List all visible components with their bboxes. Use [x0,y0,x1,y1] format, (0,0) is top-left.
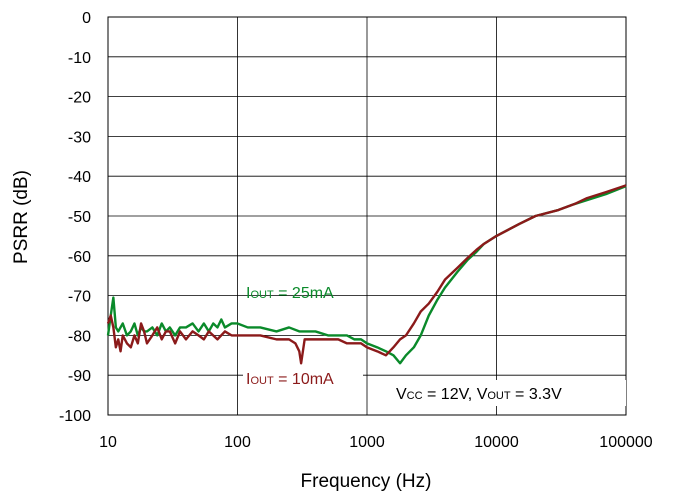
y-tick-label: -100 [59,408,91,425]
y-axis-label: PSRR (dB) [11,170,32,264]
y-tick-label: -20 [68,90,91,107]
x-tick-labels: 10 100 1000 10000 100000 [99,434,653,451]
y-tick-label: -60 [68,249,91,266]
conditions-label: VCC = 12V, VOUT = 3.3V [396,386,562,403]
plot-frame [107,16,627,416]
x-axis-label: Frequency (Hz) [301,471,432,492]
y-tick-label: -50 [68,209,91,226]
series-lines [106,184,627,365]
y-tick-label: -40 [68,169,91,186]
y-tick-label: -30 [68,129,91,146]
y-tick-label: -90 [68,368,91,385]
x-tick-label: 10000 [474,434,519,451]
series-line-10ma [106,184,627,365]
series-label-25ma: IOUT = 25mA [246,285,334,302]
x-tick-label: 100 [224,434,251,451]
y-tick-label: -70 [68,289,91,306]
y-tick-label: 0 [82,10,91,27]
y-tick-label: -10 [68,50,91,67]
series-label-10ma-bg [243,366,363,388]
series-label-10ma: IOUT = 10mA [246,371,334,388]
y-tick-labels: 0 -10 -20 -30 -40 -50 -60 -70 -80 -90 -100 [59,10,91,425]
conditions-label-bg [390,380,626,406]
x-tick-label: 100000 [599,434,652,451]
y-tick-label: -80 [68,328,91,345]
x-tick-label: 1000 [349,434,385,451]
x-tick-label: 10 [99,434,117,451]
